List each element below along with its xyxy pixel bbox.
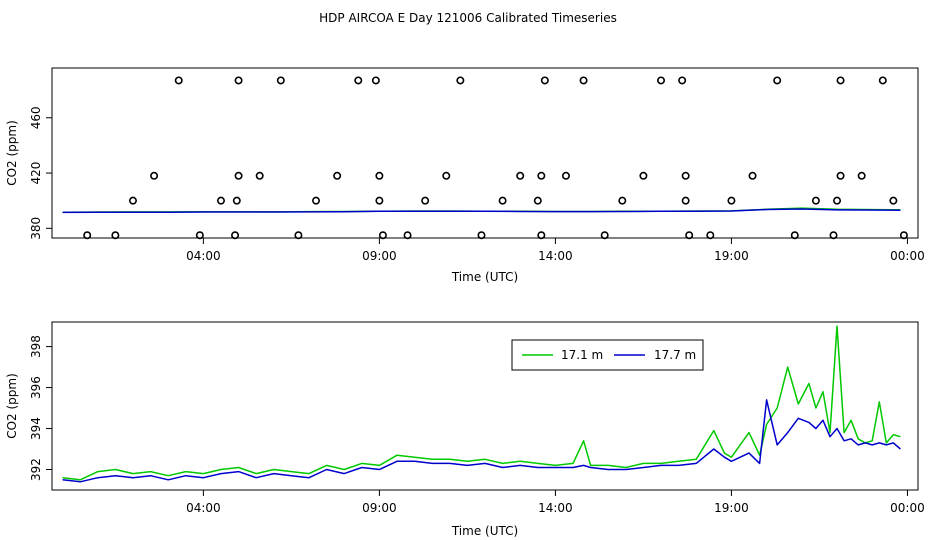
plot-frame	[51, 67, 919, 239]
scatter-point	[231, 231, 240, 240]
marks-bottom	[62, 325, 901, 483]
y-tick-label: 420	[29, 162, 43, 185]
scatter-point	[216, 196, 225, 205]
scatter-point	[618, 196, 627, 205]
y-tick-label: 394	[29, 417, 43, 440]
series-line-17-7-m	[62, 399, 901, 483]
y-tick-label: 398	[29, 335, 43, 358]
scatter-point	[773, 76, 782, 85]
scatter-point	[829, 231, 838, 240]
scatter-point	[276, 76, 285, 85]
series-line-17-1-m	[62, 325, 901, 481]
y-tick-label: 396	[29, 376, 43, 399]
co2-panel-bottom: 04:00 09:00 14:00 19:00 00:00 392 394 396 398 Ti…	[5, 321, 925, 538]
scatter-point	[83, 231, 92, 240]
scatter-point	[255, 171, 264, 180]
x-tick-label: 04:00	[186, 249, 221, 263]
chart-title: HDP AIRCOA E Day 121006 Calibrated Times…	[319, 11, 617, 25]
scatter-point	[685, 231, 694, 240]
scatter-point	[378, 231, 387, 240]
scatter-point	[706, 231, 715, 240]
scatter-point	[790, 231, 799, 240]
y-tick-label: 392	[29, 458, 43, 481]
y-axis-label: CO2 (ppm)	[5, 373, 19, 439]
x-tick-label: 00:00	[890, 501, 925, 515]
scatter-point	[174, 76, 183, 85]
y-axis-label: CO2 (ppm)	[5, 120, 19, 186]
scatter-point	[195, 231, 204, 240]
scatter-point	[748, 171, 757, 180]
scatter-point	[878, 76, 887, 85]
scatter-point	[657, 76, 666, 85]
co2-panel-top: 04:00 09:00 14:00 19:00 00:00 380 420 460 Time …	[5, 67, 925, 284]
legend: 17.1 m 17.7 m	[511, 339, 704, 371]
marks-top	[62, 76, 908, 240]
x-tick-label: 04:00	[186, 501, 221, 515]
scatter-point	[421, 196, 430, 205]
x-axis-label: Time (UTC)	[451, 524, 518, 538]
scatter-point	[579, 76, 588, 85]
plot-frame	[51, 321, 919, 491]
scatter-point	[537, 171, 546, 180]
scatter-point	[375, 196, 384, 205]
scatter-point	[294, 231, 303, 240]
scatter-point	[681, 196, 690, 205]
scatter-point	[533, 196, 542, 205]
scatter-point	[833, 196, 842, 205]
scatter-point	[234, 171, 243, 180]
scatter-point	[477, 231, 486, 240]
scatter-point	[456, 76, 465, 85]
scatter-point	[836, 171, 845, 180]
scatter-point	[498, 196, 507, 205]
x-tick-label: 00:00	[890, 249, 925, 263]
scatter-point	[150, 171, 159, 180]
x-tick-label: 19:00	[714, 249, 749, 263]
scatter-point	[111, 231, 120, 240]
scatter-point	[678, 76, 687, 85]
scatter-point	[333, 171, 342, 180]
scatter-point	[899, 231, 908, 240]
scatter-point	[857, 171, 866, 180]
x-tick-label: 14:00	[538, 501, 573, 515]
scatter-point	[442, 171, 451, 180]
scatter-point	[312, 196, 321, 205]
scatter-point	[371, 76, 380, 85]
scatter-point	[681, 171, 690, 180]
axes-top: 04:00 09:00 14:00 19:00 00:00 380 420 460	[29, 106, 925, 263]
axes-bottom: 04:00 09:00 14:00 19:00 00:00 392 394 396 398	[29, 335, 925, 515]
x-tick-label: 14:00	[538, 249, 573, 263]
x-tick-label: 19:00	[714, 501, 749, 515]
scatter-point	[354, 76, 363, 85]
scatter-point	[836, 76, 845, 85]
scatter-point	[403, 231, 412, 240]
scatter-point	[600, 231, 609, 240]
scatter-point	[540, 76, 549, 85]
scatter-point	[234, 76, 243, 85]
scatter-point	[128, 196, 137, 205]
x-axis-label: Time (UTC)	[451, 270, 518, 284]
legend-label-17-1m: 17.1 m	[561, 348, 603, 362]
scatter-point	[561, 171, 570, 180]
scatter-point	[375, 171, 384, 180]
legend-label-17-7m: 17.7 m	[654, 348, 696, 362]
scatter-point	[232, 196, 241, 205]
x-tick-label: 09:00	[362, 249, 397, 263]
scatter-point	[727, 196, 736, 205]
scatter-point	[811, 196, 820, 205]
y-tick-label: 460	[29, 106, 43, 129]
scatter-point	[889, 196, 898, 205]
scatter-point	[639, 171, 648, 180]
x-tick-label: 09:00	[362, 501, 397, 515]
y-tick-label: 380	[29, 217, 43, 240]
scatter-point	[516, 171, 525, 180]
series-line-17-7-m	[62, 208, 901, 214]
scatter-point	[537, 231, 546, 240]
